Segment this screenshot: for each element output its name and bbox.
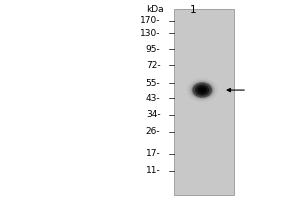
- Ellipse shape: [193, 83, 212, 98]
- Text: 55-: 55-: [146, 79, 160, 88]
- Text: 130-: 130-: [140, 29, 160, 38]
- Text: 170-: 170-: [140, 16, 160, 25]
- Bar: [174, 9, 234, 195]
- Text: 1: 1: [190, 5, 196, 15]
- Text: 11-: 11-: [146, 166, 160, 175]
- Text: 72-: 72-: [146, 61, 160, 70]
- Text: 95-: 95-: [146, 45, 160, 54]
- Ellipse shape: [195, 84, 209, 96]
- Ellipse shape: [197, 86, 207, 94]
- Text: kDa: kDa: [146, 5, 164, 14]
- Text: 17-: 17-: [146, 149, 160, 158]
- Ellipse shape: [192, 82, 213, 98]
- Ellipse shape: [187, 78, 218, 102]
- Text: 26-: 26-: [146, 127, 160, 136]
- Ellipse shape: [199, 88, 205, 92]
- Text: 34-: 34-: [146, 110, 160, 119]
- Ellipse shape: [190, 80, 215, 100]
- Text: 43-: 43-: [146, 94, 160, 103]
